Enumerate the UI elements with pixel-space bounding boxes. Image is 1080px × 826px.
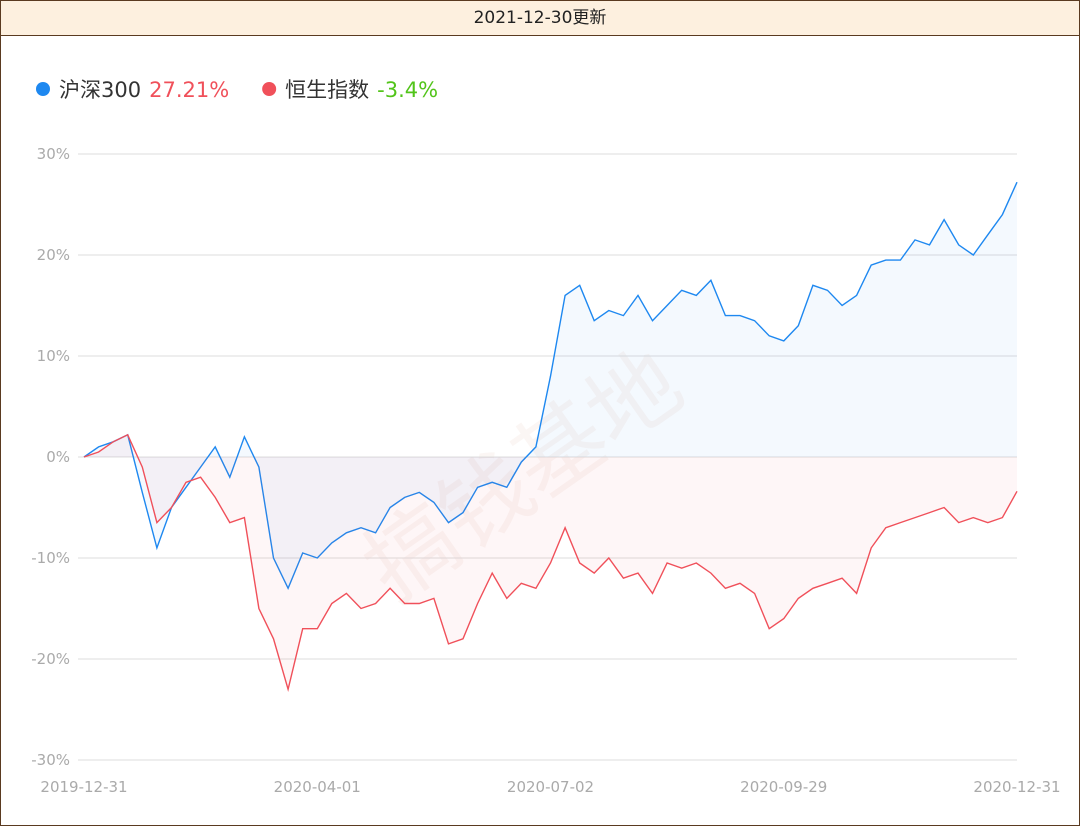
legend-label: 沪深300 [59, 78, 141, 102]
legend-marker [262, 82, 277, 96]
y-tick-label: 20% [37, 246, 70, 264]
line [83, 433, 1018, 693]
y-tick-label: 30% [37, 145, 70, 163]
x-tick-label: 2019-12-31 [40, 778, 127, 796]
y-tick-label: -10% [31, 549, 70, 567]
legend-value: -3.4% [377, 78, 438, 102]
line [83, 181, 1018, 591]
y-tick-label: -30% [31, 751, 70, 769]
y-tick-label: -20% [31, 650, 70, 668]
x-tick-label: 2020-04-01 [274, 778, 361, 796]
header-title: 2021-12-30更新 [1, 1, 1079, 36]
area [84, 182, 1017, 589]
legend-label: 恒生指数 [285, 78, 369, 102]
x-tick-label: 2020-07-02 [507, 778, 594, 796]
legend-value: 27.21% [149, 78, 229, 102]
legend-marker [36, 82, 50, 96]
x-tick-label: 2020-09-29 [740, 778, 827, 796]
x-tick-label: 2020-12-31 [973, 778, 1060, 796]
y-tick-label: 10% [37, 347, 70, 365]
y-tick-label: 0% [46, 448, 70, 466]
